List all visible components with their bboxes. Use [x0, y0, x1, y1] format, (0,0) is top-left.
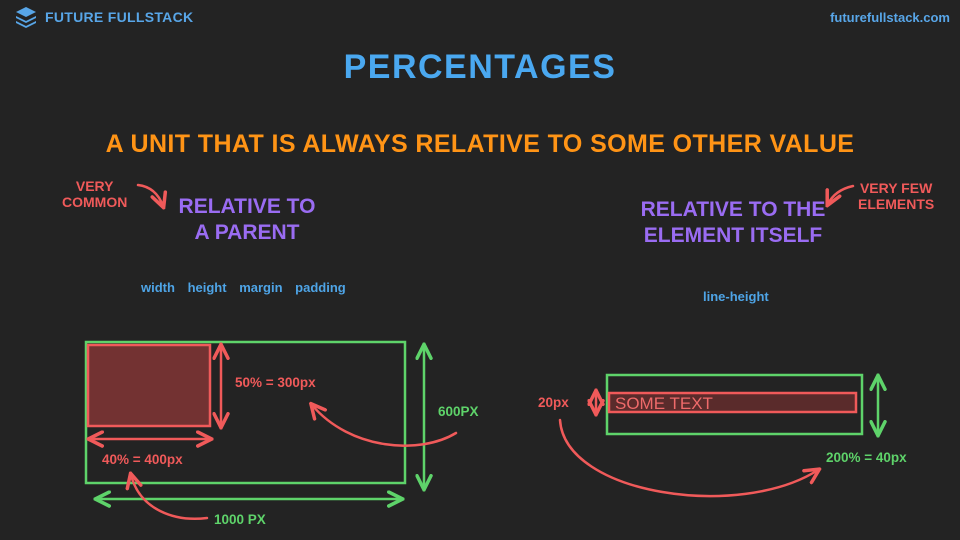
heading-line: RELATIVE TO — [178, 195, 316, 218]
sample-text: SOME TEXT — [615, 394, 713, 413]
note-very-common: VERY COMMON — [62, 178, 127, 210]
curve-arrow-line-height — [558, 418, 818, 498]
child-width-label: 40% = 400px — [102, 452, 183, 467]
curve-arrow-width — [131, 475, 209, 520]
page-title: PERCENTAGES — [343, 48, 617, 86]
parent-height-label: 600PX — [438, 404, 479, 419]
note-line: ELEMENTS — [858, 196, 935, 212]
heading-line: ELEMENT ITSELF — [643, 224, 823, 247]
note-arrow-left — [136, 183, 163, 206]
note-very-few-elements: VERY FEW ELEMENTS — [858, 180, 934, 212]
heading-relative-to-parent: RELATIVE TO A PARENT — [172, 194, 322, 246]
note-arrow-right — [828, 184, 855, 204]
heading-relative-to-element: RELATIVE TO THE ELEMENT ITSELF — [628, 197, 838, 249]
element-box — [605, 373, 864, 436]
parent-properties-list: width height margin padding — [141, 280, 355, 295]
parent-width-label: 1000 PX — [214, 512, 266, 527]
font-size-label: 20px — [538, 395, 569, 410]
property-margin: margin — [239, 280, 283, 295]
curve-arrow-height — [312, 405, 458, 447]
child-height-label: 50% = 300px — [235, 375, 316, 390]
property-height: height — [187, 280, 227, 295]
page-subtitle: A UNIT THAT IS ALWAYS RELATIVE TO SOME O… — [105, 130, 855, 158]
note-line: VERY — [75, 178, 114, 194]
line-height-result-label: 200% = 40px — [826, 450, 907, 465]
element-property: line-height — [703, 289, 769, 304]
note-line: COMMON — [62, 194, 128, 210]
heading-line: A PARENT — [194, 221, 300, 244]
site-url[interactable]: futurefullstack.com — [830, 10, 950, 25]
heading-line: RELATIVE TO THE — [640, 198, 826, 221]
child-box — [86, 343, 212, 428]
brand-logo: FUTURE FULLSTACK — [15, 6, 193, 28]
brand-name: FUTURE FULLSTACK — [45, 9, 194, 25]
property-padding: padding — [295, 280, 346, 295]
parent-box — [84, 340, 407, 485]
stack-icon — [16, 7, 36, 28]
note-line: VERY FEW — [859, 180, 933, 196]
text-box — [607, 391, 858, 414]
property-width: width — [141, 280, 175, 295]
